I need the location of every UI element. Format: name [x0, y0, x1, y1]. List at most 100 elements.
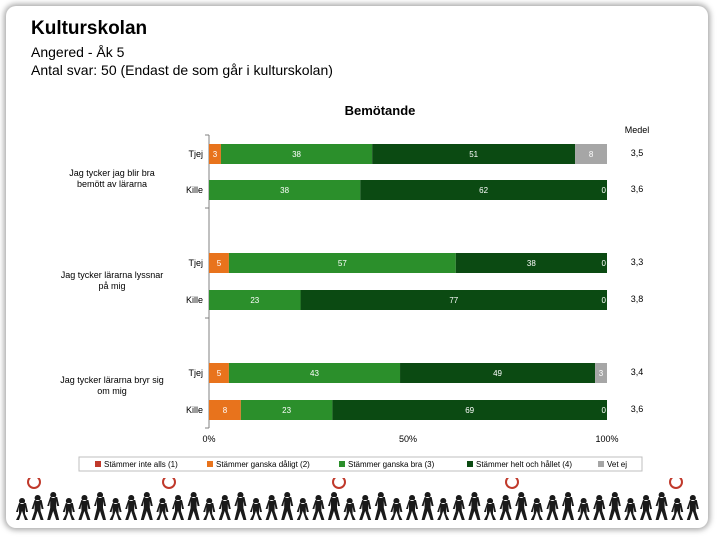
x-tick-label: 0% [202, 434, 215, 444]
person-silhouette [343, 498, 356, 520]
person-silhouette [406, 495, 418, 520]
person-silhouette [16, 498, 28, 520]
bar-value-label: 3 [213, 150, 218, 159]
bar-value-label: 38 [280, 186, 289, 195]
person-silhouette [94, 492, 106, 520]
target-marker-icon [669, 478, 683, 489]
legend-swatch [207, 461, 213, 467]
mean-value: 3,5 [631, 148, 644, 158]
mean-value: 3,6 [631, 184, 644, 194]
person-silhouette [125, 495, 138, 520]
bar-segment [332, 400, 607, 420]
bar-value-label: 57 [338, 259, 347, 268]
person-silhouette [234, 492, 247, 520]
bar-value-label: 0 [602, 186, 607, 195]
target-marker-icon [332, 478, 346, 489]
bar-segment [228, 253, 456, 273]
bar-value-label: 3 [599, 369, 604, 378]
bar-value-label: 5 [217, 369, 222, 378]
bar-value-label: 23 [250, 296, 259, 305]
bar-segment [360, 180, 607, 200]
person-silhouette [312, 495, 325, 520]
legend-swatch [467, 461, 473, 467]
person-silhouette [562, 492, 574, 520]
question-label: Jag tycker lärarna bryr sig om mig [60, 375, 164, 396]
bar-segment [209, 400, 241, 420]
person-silhouette [296, 498, 309, 520]
person-silhouette [671, 498, 684, 520]
bar-value-label: 5 [217, 259, 222, 268]
bar-segment [209, 253, 229, 273]
person-silhouette [47, 492, 60, 520]
bar-value-label: 62 [479, 186, 488, 195]
person-silhouette [499, 495, 512, 520]
mean-value: 3,6 [631, 404, 644, 414]
gender-label: Tjej [188, 149, 203, 159]
legend-label: Stämmer helt och hållet (4) [476, 460, 572, 469]
person-silhouette [156, 498, 169, 520]
person-silhouette [655, 492, 668, 520]
gender-label: Tjej [188, 258, 203, 268]
bar-value-label: 0 [602, 259, 607, 268]
person-silhouette [577, 498, 590, 520]
bar-value-label: 8 [589, 150, 594, 159]
person-silhouette [421, 492, 434, 520]
mean-header: Medel [625, 125, 650, 135]
bar-value-label: 0 [602, 296, 607, 305]
person-silhouette [374, 492, 387, 520]
person-silhouette [359, 495, 372, 520]
bar-value-label: 0 [602, 406, 607, 415]
bar-segment [595, 363, 607, 383]
person-silhouette [608, 492, 621, 520]
person-silhouette [172, 495, 184, 520]
page-title: Kulturskolan [31, 18, 148, 39]
gender-label: Tjej [188, 368, 203, 378]
bar-segment [240, 400, 333, 420]
person-silhouette [250, 498, 262, 520]
question-label: Jag tycker lärarna lyssnar på mig [61, 270, 164, 291]
legend-box [78, 456, 643, 472]
x-tick-label: 100% [595, 434, 618, 444]
legend-swatch [95, 461, 101, 467]
person-silhouette [437, 498, 450, 520]
person-silhouette [546, 495, 559, 520]
gender-label: Kille [186, 295, 203, 305]
bar-value-label: 38 [292, 150, 301, 159]
question-label: Jag tycker jag blir bra bemött av lärarna [69, 168, 155, 189]
legend-label: Vet ej [607, 460, 627, 469]
bar-value-label: 69 [465, 406, 474, 415]
bar-segment [575, 144, 607, 164]
person-silhouette [452, 495, 465, 520]
bar-value-label: 43 [310, 369, 319, 378]
school-grade-subtitle: Angered - Åk 5 [31, 44, 125, 60]
legend-label: Stämmer ganska dåligt (2) [216, 460, 310, 469]
legend-swatch [339, 461, 345, 467]
person-silhouette [140, 492, 153, 520]
respondent-count-subtitle: Antal svar: 50 (Endast de som går i kult… [31, 62, 333, 78]
target-marker-icon [505, 478, 519, 489]
bar-segment [228, 363, 401, 383]
target-marker-icon [27, 478, 41, 489]
person-silhouette [468, 492, 481, 520]
bar-segment [209, 180, 361, 200]
bar-segment [220, 144, 373, 164]
person-silhouette [203, 498, 216, 520]
bar-value-label: 49 [493, 369, 502, 378]
person-silhouette [686, 495, 699, 520]
bar-segment [209, 144, 221, 164]
person-silhouette [78, 495, 91, 520]
person-silhouette [515, 492, 528, 520]
legend-label: Stämmer inte alls (1) [104, 460, 178, 469]
person-silhouette [593, 495, 606, 520]
x-tick-label: 50% [399, 434, 417, 444]
person-silhouette [109, 498, 122, 520]
legend-label: Stämmer ganska bra (3) [348, 460, 435, 469]
person-silhouette [484, 498, 496, 520]
mean-value: 3,4 [631, 367, 644, 377]
target-marker-icon [162, 478, 176, 489]
mean-value: 3,8 [631, 294, 644, 304]
gender-label: Kille [186, 405, 203, 415]
gender-label: Kille [186, 185, 203, 195]
bar-segment [372, 144, 576, 164]
